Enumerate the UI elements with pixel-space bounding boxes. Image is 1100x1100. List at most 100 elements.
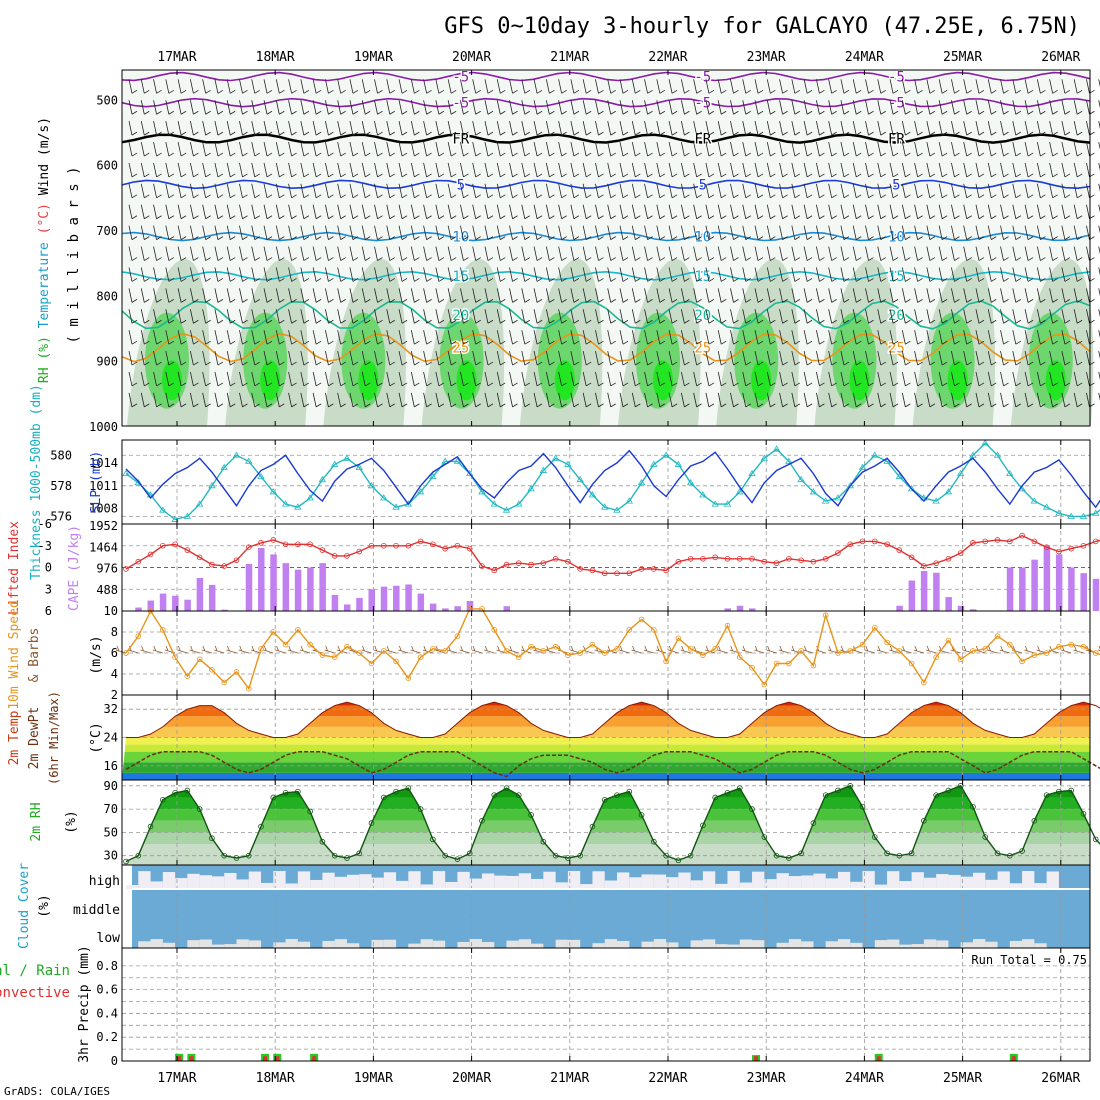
wind-barb [153, 371, 162, 387]
wind-barb [877, 225, 886, 240]
cape-bar [969, 609, 977, 611]
wind-barb [914, 246, 923, 261]
wind-barb [398, 309, 408, 324]
rh-point [552, 852, 559, 859]
cloud-high-bar [469, 878, 482, 889]
wind-barb [742, 392, 751, 408]
wind-barb [816, 79, 825, 94]
thickness-point [981, 439, 989, 446]
wind-barb [1098, 330, 1100, 339]
thickness-point [809, 488, 818, 495]
wind-barb [558, 371, 567, 387]
wind-barb [361, 100, 371, 115]
wind-barb [288, 288, 297, 303]
wind-barb [251, 183, 260, 199]
wind-barb [128, 267, 138, 282]
wind-barb [312, 267, 322, 282]
wind-barb [1098, 392, 1100, 401]
wind-barb [730, 371, 739, 387]
temp-color-band [122, 726, 1090, 738]
wind-barb [828, 100, 837, 115]
wind-barb [1012, 267, 1022, 282]
thickness-point [1067, 512, 1075, 519]
wind-barb [177, 246, 187, 261]
wind-barb [644, 371, 653, 387]
cloud-low-bar [285, 939, 298, 948]
thickness-point [711, 500, 719, 507]
wind-barb [631, 267, 641, 282]
wind-barb [742, 371, 751, 387]
rh-point [847, 783, 854, 789]
wind-speed-line [125, 608, 1100, 691]
wind-barb [263, 121, 273, 136]
thickness-point [515, 500, 523, 507]
wind-barb [987, 141, 997, 157]
cape-bar [147, 600, 155, 611]
wind-barb [656, 225, 666, 240]
wind-barb [239, 350, 248, 366]
cloud-low-bar [334, 939, 347, 948]
wind-barb [901, 288, 911, 303]
thickness-point [1092, 509, 1100, 516]
cloud-high-bar [936, 874, 949, 889]
wind-barb [656, 79, 666, 94]
wind-speed-point [626, 627, 633, 633]
wind-barb [938, 309, 948, 324]
wind-barb [509, 330, 518, 345]
cloud-high-bar [813, 873, 826, 889]
wind-barb [914, 371, 923, 387]
wind-barb [337, 350, 346, 366]
wind-speed-point [651, 627, 657, 633]
wind-barb [423, 100, 432, 115]
wind-barb [791, 350, 801, 366]
cape-bar [933, 572, 940, 611]
wind-barb [730, 246, 739, 261]
wind-barb [447, 141, 457, 157]
cloud-high-bar [236, 879, 249, 889]
wind-barb [423, 288, 432, 303]
wind-barb [239, 330, 248, 345]
wind-barb [349, 183, 359, 199]
wind-barb [803, 371, 813, 387]
wind-speed-point [798, 648, 804, 654]
wind-barb [435, 225, 445, 240]
wind-barb [865, 392, 874, 408]
thickness-point [699, 491, 707, 498]
wind-barb [239, 121, 248, 136]
wind-barb [693, 392, 702, 408]
wind-barb [607, 162, 616, 178]
cloud-low-bar [1009, 940, 1023, 948]
lifted-index-point [430, 541, 436, 548]
wind-barb [803, 141, 813, 157]
date-label-bottom: 21MAR [550, 1071, 589, 1086]
cape-bar [393, 585, 400, 611]
wind-barb [300, 288, 310, 303]
rh-point [835, 787, 841, 794]
wind-barb [877, 141, 886, 157]
wind-barb [963, 79, 972, 94]
cloud-low-bar [432, 940, 446, 948]
thickness-point [834, 494, 842, 501]
wind-barb [717, 350, 727, 366]
isotherm-label: 5 [892, 177, 900, 193]
date-label-bottom: 25MAR [943, 1071, 982, 1086]
wind-barb [582, 267, 592, 282]
y-tick-label-lifted-index: 3 [45, 582, 52, 596]
wind-barb [410, 121, 420, 136]
cloud-low-bar [837, 939, 851, 948]
thickness-point [650, 460, 658, 467]
wind-barb-10m [238, 645, 249, 654]
rh-point [491, 792, 498, 798]
isotherm-label: 15 [694, 269, 711, 285]
precip-convective-bar [263, 1056, 268, 1061]
wind-barb [582, 309, 592, 324]
wind-barb [1049, 141, 1058, 157]
wind-barb [951, 330, 960, 345]
wind-barb [374, 246, 383, 261]
rh-point [172, 790, 178, 796]
wind-barb [460, 183, 469, 199]
wind-barb [1024, 392, 1034, 408]
wind-barb [865, 330, 874, 345]
wind-barb [545, 183, 555, 199]
wind-barb [386, 246, 395, 261]
